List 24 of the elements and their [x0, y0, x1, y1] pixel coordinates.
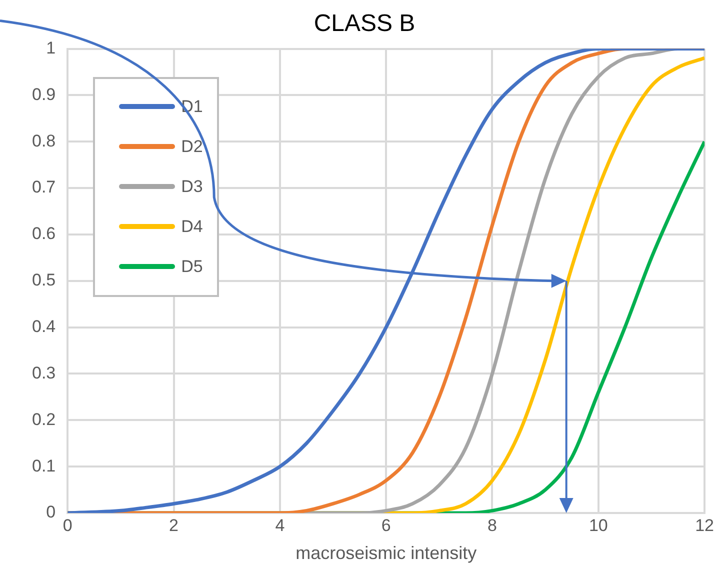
y-tick-label: 0.5 — [32, 270, 56, 290]
x-tick-label: 4 — [275, 516, 285, 535]
legend-label: D2 — [181, 136, 203, 157]
x-tick-label: 2 — [169, 516, 179, 535]
legend-label: D5 — [181, 256, 203, 277]
x-tick-label: 0 — [62, 516, 72, 535]
x-tick-label: 10 — [588, 516, 608, 535]
y-tick-label: 0.3 — [32, 363, 56, 382]
y-tick-label: 0.6 — [32, 224, 56, 244]
chart-title: CLASS B — [314, 10, 416, 38]
y-tick-label: 0.7 — [32, 178, 56, 197]
x-tick-label: 6 — [381, 516, 391, 535]
y-tick-label: 0.2 — [32, 410, 56, 429]
x-tick-label: 12 — [695, 516, 714, 535]
y-tick-label: 1 — [46, 38, 56, 58]
x-axis-title: macroseismic intensity — [296, 543, 477, 564]
y-tick-label: 0.8 — [32, 131, 56, 150]
legend-label: D3 — [181, 176, 203, 197]
y-tick-label: 0.9 — [32, 84, 56, 104]
y-tick-label: 0.4 — [32, 317, 56, 336]
y-tick-label: 0.1 — [32, 456, 56, 476]
y-tick-label: 0 — [46, 502, 56, 522]
x-tick-label: 8 — [488, 516, 497, 535]
legend-label: D4 — [181, 216, 203, 237]
